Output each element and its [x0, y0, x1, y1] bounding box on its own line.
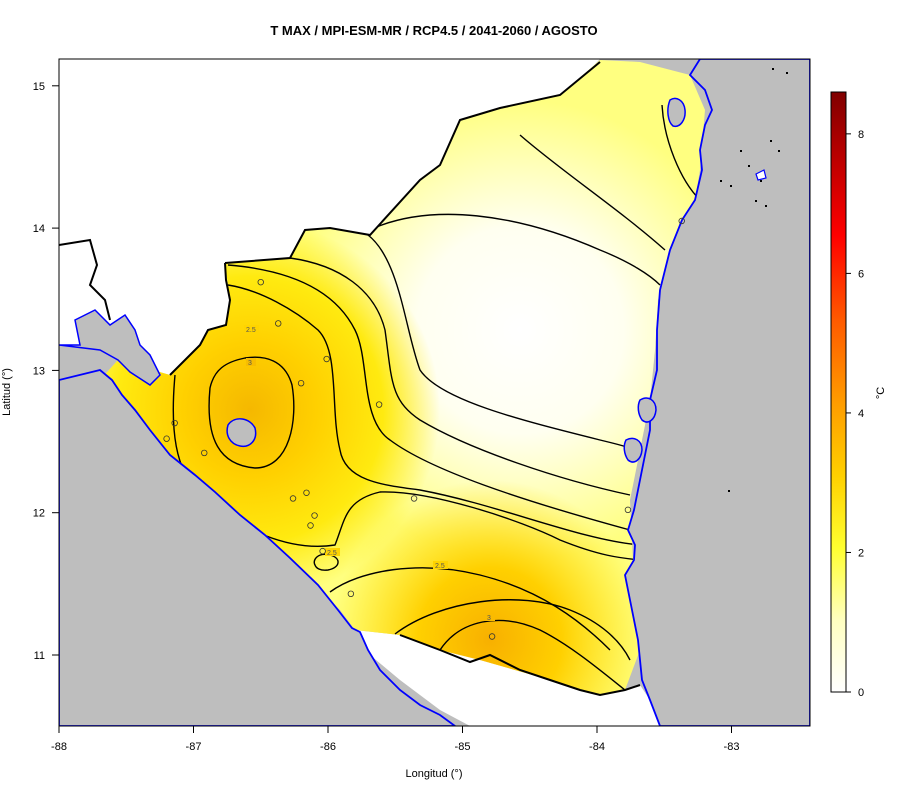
costa-rica-land [355, 630, 660, 726]
colorbar-tick-label: 0 [858, 687, 864, 699]
contour-line [367, 234, 646, 456]
honduras-land [59, 59, 600, 375]
island [755, 169, 767, 181]
station-marker [297, 380, 305, 387]
chart-title: T MAX / MPI-ESM-MR / RCP4.5 / 2041-2060 … [270, 23, 597, 38]
x-tick-label: -83 [724, 741, 740, 753]
contour-label: 3 [487, 615, 491, 622]
station-marker [303, 489, 310, 496]
station-marker [624, 506, 632, 514]
station-marker [171, 419, 178, 427]
lagoon [667, 97, 686, 128]
gulf-of-fonseca [59, 309, 161, 386]
y-tick-label: 14 [33, 223, 45, 235]
caribbean-sea [624, 59, 810, 726]
contour-line [661, 104, 701, 201]
station-marker [289, 495, 297, 502]
x-tick-label: -85 [455, 741, 471, 753]
y-tick-label: 13 [33, 365, 45, 377]
x-axis-label: Longitud (°) [406, 768, 463, 780]
contour-line [329, 567, 611, 651]
pacific-ocean [59, 369, 457, 726]
x-tick-label: -87 [186, 741, 202, 753]
x-axis: -88 -87 -86 -85 -84 -83 [51, 726, 739, 753]
y-axis-label: Latitud (°) [1, 368, 13, 416]
contour-label: 2.5 [435, 563, 445, 570]
x-tick-label: -86 [320, 741, 336, 753]
contour-label: 2.5 [327, 550, 337, 557]
station-marker [678, 217, 685, 225]
contour-label: 3 [248, 360, 252, 367]
contour-line [289, 257, 631, 496]
colorbar-unit: °C [875, 387, 887, 399]
colorbar-tick-label: 4 [858, 408, 864, 420]
lake-managua [226, 418, 257, 448]
plot-frame [58, 58, 811, 727]
y-tick-label: 12 [33, 508, 45, 520]
station-marker [307, 522, 314, 529]
y-tick-label: 11 [34, 650, 45, 662]
x-tick-label: -84 [589, 741, 605, 753]
station-marker [488, 633, 496, 640]
station-marker [375, 401, 383, 408]
contour-label: 2.5 [246, 327, 256, 334]
contour-line [519, 134, 666, 251]
costa-rica-border [399, 634, 641, 697]
station-marker [410, 495, 418, 502]
colorbar-tick-label: 8 [858, 129, 864, 141]
colorbar-tick-label: 2 [858, 547, 864, 559]
station-marker [311, 512, 318, 519]
lagoon [623, 437, 643, 463]
colorbar-tick-label: 6 [858, 268, 864, 280]
colorbar [830, 91, 847, 693]
contour-line [439, 619, 626, 691]
contour-line [394, 599, 631, 661]
contour-line [364, 213, 661, 286]
lagoon [637, 397, 657, 423]
colorbar-ticks: 0 2 4 6 8 [846, 129, 864, 699]
contour-line [227, 264, 631, 531]
station-marker [201, 449, 208, 457]
station-marker [275, 320, 282, 327]
islands [720, 68, 788, 492]
contour-line [227, 284, 641, 546]
station-marker [319, 547, 326, 555]
y-tick-label: 15 [33, 81, 45, 93]
station-marker [257, 278, 264, 286]
stations [163, 217, 685, 640]
station-marker [323, 355, 330, 363]
contour-line [208, 356, 295, 469]
x-tick-label: -88 [51, 741, 67, 753]
station-marker [347, 590, 355, 598]
y-axis: 11 12 13 14 15 [33, 81, 59, 662]
honduras-border [59, 61, 601, 376]
station-marker [163, 435, 170, 442]
contour-line [313, 553, 339, 571]
